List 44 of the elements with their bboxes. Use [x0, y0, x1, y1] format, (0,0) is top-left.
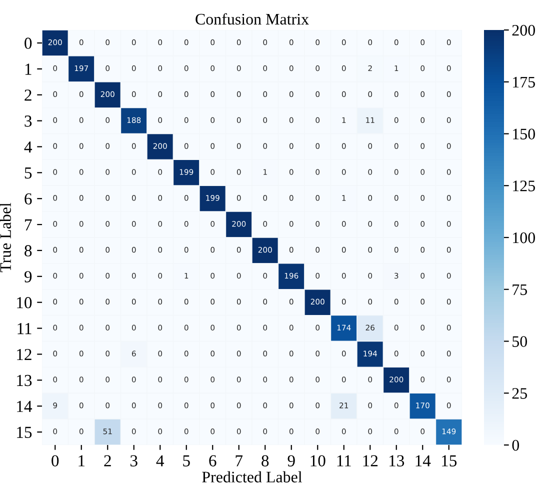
y-tick-label: 10	[17, 297, 32, 308]
y-tick-label: 13	[17, 374, 32, 386]
y-tick-label: 14	[17, 400, 32, 412]
x-tick-label: 9	[288, 455, 295, 466]
y-tick-label: 3	[24, 116, 32, 127]
y-tick-label: 4	[24, 142, 32, 152]
y-tick-label: 8	[24, 245, 32, 256]
x-tick-label: 6	[209, 455, 216, 466]
color-bar-label: 150	[513, 128, 535, 140]
y-tick-label: 15	[17, 426, 32, 438]
x-tick-label: 15	[442, 455, 457, 466]
y-tick-label: 5	[24, 168, 32, 179]
y-tick-label: 11	[18, 323, 32, 334]
color-bar-label: 125	[513, 180, 535, 192]
chart-title: Confusion Matrix	[196, 13, 309, 25]
color-bar-label: 175	[513, 76, 535, 88]
y-tick-label: 1	[25, 64, 32, 75]
color-bar-label: 50	[512, 336, 527, 347]
x-tick-label: 13	[390, 455, 404, 466]
x-tick-label: 0	[52, 455, 59, 466]
x-tick-label: 1	[78, 455, 85, 466]
x-tick-label: 2	[104, 455, 111, 466]
color-bar-label: 100	[513, 232, 535, 244]
color-bar-label: 75	[512, 284, 527, 296]
x-tick-label: 12	[363, 455, 378, 466]
color-bar-label: 200	[512, 24, 535, 36]
x-tick-label: 10	[310, 455, 326, 466]
y-tick-label: 2	[24, 90, 32, 101]
y-tick-label: 7	[25, 219, 32, 230]
y-tick-label: 12	[17, 348, 32, 360]
y-tick-label: 0	[24, 38, 32, 49]
y-tick-label: 6	[24, 193, 32, 205]
x-tick-label: 4	[156, 455, 164, 466]
y-tick-label: 9	[24, 271, 32, 282]
x-axis-title: Predicted Label	[202, 471, 302, 482]
y-axis-title: True Label	[0, 202, 11, 272]
x-tick-label: 5	[183, 455, 190, 466]
x-tick-label: 8	[262, 455, 269, 466]
x-tick-label: 11	[337, 455, 351, 466]
x-tick-label: 7	[236, 455, 243, 466]
color-bar-label: 25	[512, 388, 527, 399]
color-bar-label: 0	[512, 440, 520, 451]
x-tick-label: 14	[416, 455, 431, 466]
x-tick-label: 3	[130, 455, 138, 466]
